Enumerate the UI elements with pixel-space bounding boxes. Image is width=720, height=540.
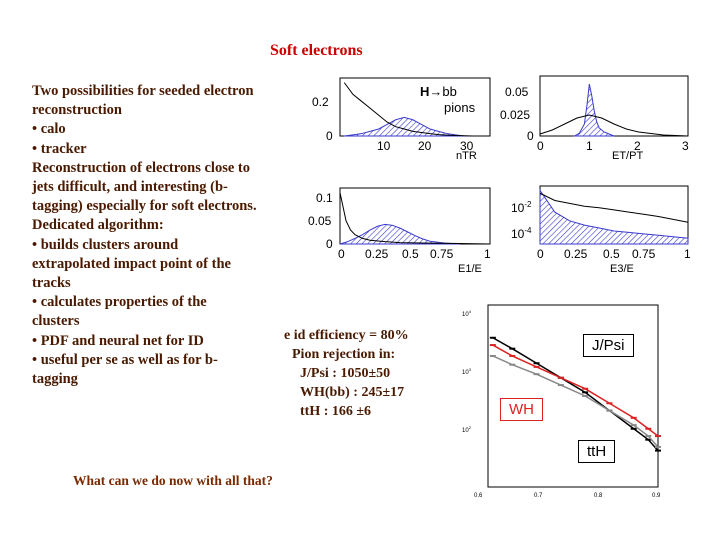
e3-xlabel: E3/E bbox=[610, 263, 634, 275]
body-line: • tracker bbox=[32, 140, 87, 157]
e3-ytick-exp: -2 bbox=[524, 200, 532, 209]
closing-question: What can we do now with all that? bbox=[73, 473, 273, 488]
e3-xtick: 0.5 bbox=[603, 247, 620, 261]
e1-xtick: 0.75 bbox=[430, 247, 454, 261]
panel-ntr: nTR 0.2 0 10 20 30 bbox=[312, 77, 491, 162]
panel-e3-e: E3/E 10-2 10-4 0 0.25 0.5 0.75 1 bbox=[511, 185, 691, 275]
etpt-xtick: 2 bbox=[634, 139, 641, 153]
body-line: tracks bbox=[32, 275, 71, 292]
wh-label: WH bbox=[500, 398, 543, 421]
hbb-h: H bbox=[420, 84, 430, 99]
ntr-xtick: 30 bbox=[460, 139, 474, 153]
panel-rejection: 104 103 102 0.6 0.7 0.8 0.9 bbox=[462, 304, 661, 499]
jpsi-label: J/Psi bbox=[583, 334, 634, 357]
pions-annotation: pions bbox=[444, 100, 476, 115]
etpt-xtick: 3 bbox=[682, 139, 689, 153]
efficiency-summary: e id efficiency = 80% Pion rejection in:… bbox=[284, 326, 409, 421]
e3-xtick: 0.25 bbox=[564, 247, 588, 261]
etpt-xtick: 0 bbox=[537, 139, 544, 153]
rej-ytick-exp: 3 bbox=[469, 367, 472, 372]
e3-xtick: 0.75 bbox=[632, 247, 656, 261]
body-line: tagging bbox=[32, 371, 78, 388]
etpt-ytick: 0.05 bbox=[505, 85, 529, 99]
e1-xtick: 0.5 bbox=[402, 247, 419, 261]
rej-xtick: 0.8 bbox=[594, 493, 603, 499]
rejection-wh: WH(bb) : 245±17 bbox=[300, 385, 405, 400]
e1-xtick: 0 bbox=[338, 247, 345, 261]
ntr-xlabel: nTR bbox=[456, 150, 477, 162]
e3-ytick-exp: -4 bbox=[524, 226, 532, 235]
body-line: jets difficult, and interesting (b- bbox=[32, 179, 228, 196]
panel-e1-e: E1/E 0.1 0.05 0 0 0.25 0.5 0.75 1 bbox=[308, 187, 491, 275]
e3-xtick: 1 bbox=[684, 247, 691, 261]
signal-histogram bbox=[339, 223, 461, 245]
e1-xtick: 1 bbox=[484, 247, 491, 261]
arrow-icon: → bbox=[429, 84, 443, 99]
signal-histogram bbox=[572, 83, 615, 137]
body-line: reconstruction bbox=[32, 102, 122, 119]
body-line: clusters bbox=[32, 313, 80, 330]
wh-label-text: WH bbox=[509, 401, 534, 418]
e1-ytick: 0.05 bbox=[308, 214, 332, 228]
description-text: Two possibilities for seeded electron re… bbox=[32, 82, 294, 389]
rej-xtick: 0.9 bbox=[652, 493, 661, 499]
hbb-bb: bb bbox=[442, 84, 457, 99]
body-line: • builds clusters around bbox=[32, 236, 179, 253]
body-line: • PDF and neural net for ID bbox=[32, 332, 204, 349]
ntr-ytick: 0 bbox=[326, 129, 333, 143]
body-line: • calculates properties of the bbox=[32, 294, 207, 311]
background-histogram bbox=[539, 192, 689, 223]
slide-title: Soft electrons bbox=[270, 42, 363, 59]
rejection-series-line bbox=[492, 344, 659, 437]
etpt-ytick: 0 bbox=[527, 129, 534, 143]
hbb-annotation: H→bb bbox=[420, 84, 457, 99]
rej-xtick: 0.7 bbox=[534, 493, 543, 499]
body-line: • calo bbox=[32, 121, 66, 138]
ntr-ytick: 0.2 bbox=[312, 95, 329, 109]
tth-label: ttH bbox=[578, 440, 616, 463]
jpsi-label-text: J/Psi bbox=[592, 337, 625, 354]
e1-ytick: 0 bbox=[326, 237, 333, 251]
signal-histogram bbox=[539, 188, 689, 245]
signal-histogram bbox=[344, 116, 473, 137]
e1-xtick: 0.25 bbox=[365, 247, 389, 261]
e3-ytick: 10-2 bbox=[511, 200, 532, 215]
rej-ytick-exp: 2 bbox=[469, 425, 472, 430]
efficiency-line: e id efficiency = 80% bbox=[284, 328, 409, 343]
e3-xtick: 0 bbox=[537, 247, 544, 261]
body-line: extrapolated impact point of the bbox=[32, 255, 231, 272]
rejection-tth: ttH : 166 ±6 bbox=[300, 404, 372, 419]
e3-ytick: 10-4 bbox=[511, 226, 532, 241]
etpt-ytick: 0.025 bbox=[500, 108, 530, 122]
body-line: Two possibilities for seeded electron bbox=[32, 83, 254, 99]
etpt-xtick: 1 bbox=[586, 139, 593, 153]
panel-et-pt: ET/PT 0.05 0.025 0 0 1 2 3 bbox=[500, 75, 689, 162]
background-histogram bbox=[339, 192, 491, 245]
rej-ytick: 102 bbox=[462, 425, 472, 434]
background-histogram bbox=[343, 82, 473, 137]
rejection-heading: Pion rejection in: bbox=[292, 347, 396, 362]
etpt-xlabel: ET/PT bbox=[612, 150, 643, 162]
body-line: Reconstruction of electrons close to bbox=[32, 159, 250, 176]
body-line: Dedicated algorithm: bbox=[32, 217, 164, 234]
e1-xlabel: E1/E bbox=[458, 263, 482, 275]
rej-xtick: 0.6 bbox=[474, 493, 483, 499]
e1-ytick: 0.1 bbox=[316, 191, 333, 205]
rejection-jpsi: J/Psi : 1050±50 bbox=[300, 366, 391, 381]
background-histogram bbox=[539, 114, 689, 137]
rej-ytick: 104 bbox=[462, 309, 472, 318]
ntr-xtick: 20 bbox=[418, 139, 432, 153]
rej-ytick-exp: 4 bbox=[469, 309, 472, 314]
rej-ytick: 103 bbox=[462, 367, 472, 376]
tth-label-text: ttH bbox=[587, 443, 607, 460]
body-line: • useful per se as well as for b- bbox=[32, 351, 218, 368]
ntr-xtick: 10 bbox=[377, 139, 391, 153]
body-line: tagging) especially for soft electrons. bbox=[32, 198, 257, 215]
